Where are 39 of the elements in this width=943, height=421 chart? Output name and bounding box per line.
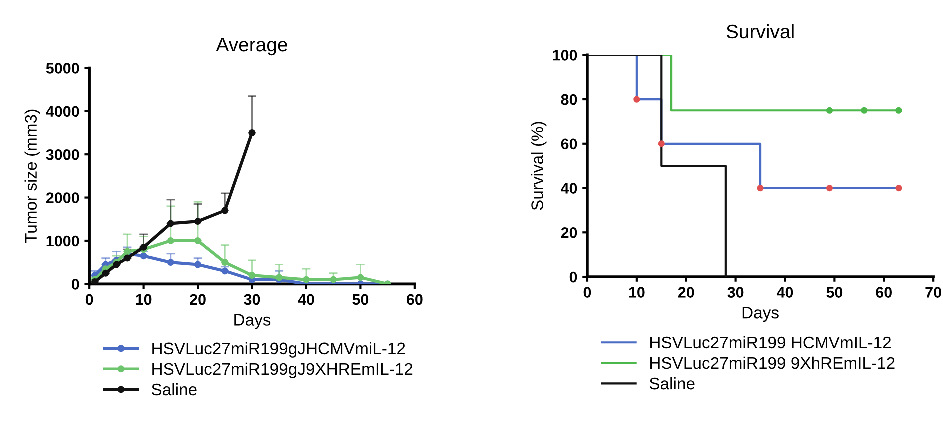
x-tick-label: 50 [826, 287, 843, 298]
x-tick-label: 30 [728, 287, 744, 298]
legend-label: Saline [650, 377, 695, 390]
x-tick-label: 0 [86, 294, 94, 306]
legend-label: HSVLuc27miR199 HCMVmIL-12 [650, 336, 892, 349]
y-tick-label: 5000 [46, 63, 80, 74]
x-tick-label: 60 [876, 287, 892, 298]
y-tick-label: 60 [561, 138, 578, 150]
y-tick-label: 4000 [46, 106, 80, 118]
y-tick-label: 100 [553, 50, 578, 61]
x-tick-label: 30 [244, 294, 260, 306]
y-tick-label: 0 [72, 279, 80, 290]
x-axis-title: Days [234, 314, 271, 330]
y-tick-label: 1000 [46, 236, 80, 247]
x-tick-label: 20 [678, 287, 694, 298]
x-tick-label: 10 [136, 294, 152, 306]
y-tick-label: 20 [561, 228, 578, 238]
y-tick-label: 40 [561, 183, 578, 194]
y-tick-label: 80 [561, 94, 578, 106]
legend-label: Saline [152, 383, 197, 396]
x-tick-label: 50 [352, 294, 369, 306]
x-tick-label: 40 [776, 287, 794, 298]
y-axis-title: Tumor size (mm3) [24, 110, 40, 244]
legend-label: HSVLuc27miR199 9XhREmIL-12 [650, 356, 895, 370]
y-axis-title: Survival (%) [531, 122, 547, 210]
x-axis-title: Days [742, 307, 779, 322]
y-tick-label: 2000 [46, 192, 80, 204]
legend-label: HSVLuc27miR199gJ9XHREmIL-12 [152, 362, 413, 378]
x-tick-label: 0 [584, 287, 592, 298]
chart-title: Average [216, 38, 288, 56]
chart-title: Survival [726, 24, 794, 39]
legend-label: HSVLuc27miR199gJHCMVmiL-12 [152, 342, 406, 358]
x-tick-label: 60 [406, 294, 423, 306]
x-tick-label: 20 [190, 294, 206, 306]
y-tick-label: 3000 [46, 149, 80, 160]
y-tick-label: 0 [570, 272, 578, 283]
x-tick-label: 70 [926, 287, 942, 298]
x-tick-label: 40 [298, 294, 314, 306]
x-tick-label: 10 [629, 287, 645, 298]
